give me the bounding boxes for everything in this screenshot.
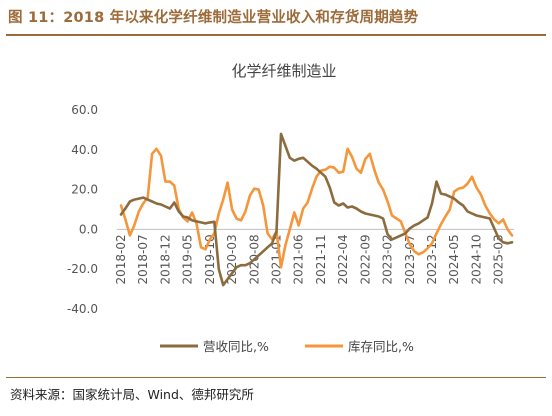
series-lines [119,132,514,287]
x-tick-label: 2018-12 [158,234,172,284]
figure-title: 图 11：2018 年以来化学纤维制造业营业收入和存货周期趋势 [8,10,419,26]
y-tick-label: -20.0 [67,262,98,276]
x-tick-label: 2022-09 [358,234,372,284]
series-line-0 [119,132,514,287]
x-tick-label: 2018-07 [136,234,150,284]
y-axis: 60.0 40.0 20.0 0.0 -20.0 -40.0 [67,103,98,316]
x-tick-label: 2023-02 [381,234,395,284]
series-line-1 [119,147,514,269]
x-tick-label: 2021-06 [292,234,306,284]
x-tick-label: 2021-01 [270,234,284,284]
x-tick-label: 2019-05 [181,234,195,284]
title-divider [6,34,546,36]
legend: 营收同比,% 库存同比,% [160,339,414,354]
x-tick-label: 2025-03 [492,234,506,284]
x-tick-label: 2023-07 [403,234,417,284]
chart-title: 化学纤维制造业 [231,62,336,80]
y-tick-label: 20.0 [71,183,98,197]
x-axis: 2018-02 2018-07 2018-12 2019-05 2019-10 2020-… [114,234,506,284]
x-tick-label: 2021-11 [314,234,328,284]
x-tick-label: 2024-05 [447,234,461,284]
y-tick-label: -40.0 [67,302,98,316]
y-tick-label: 0.0 [79,222,98,236]
y-tick-label: 60.0 [71,103,98,117]
x-tick-label: 2024-10 [469,234,483,284]
source-divider [6,377,546,378]
legend-label-1: 库存同比,% [348,339,414,354]
y-tick-label: 40.0 [71,143,98,157]
x-tick-label: 2020-03 [225,234,239,284]
x-tick-label: 2018-02 [114,234,128,284]
legend-label-0: 营收同比,% [203,339,269,354]
source-note: 资料来源：国家统计局、Wind、德邦研究所 [10,387,254,402]
x-tick-label: 2022-04 [336,234,350,284]
